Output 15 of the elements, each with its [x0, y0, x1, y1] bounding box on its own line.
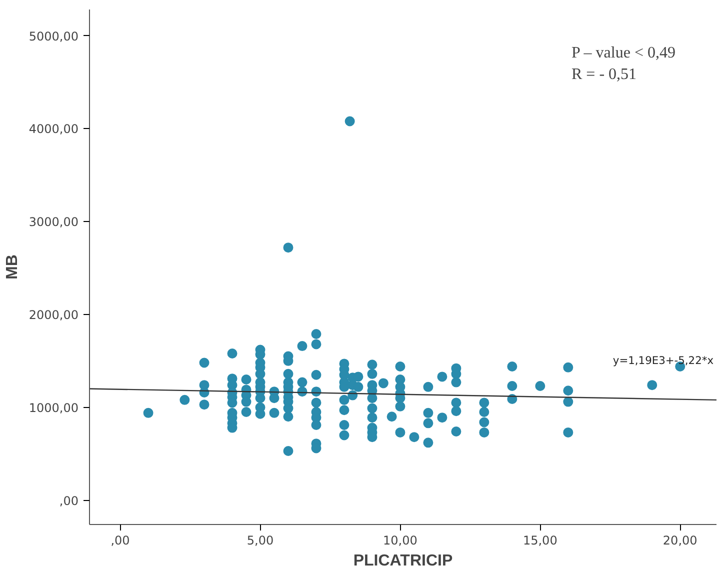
- annotation: P – value < 0,49 R = - 0,51: [572, 44, 676, 83]
- y-axis-title: MB: [4, 254, 21, 280]
- x-tick-label: 10,00: [383, 534, 418, 548]
- x-axis-title: PLICATRICIP: [353, 552, 453, 570]
- x-tick-label: 15,00: [522, 534, 558, 548]
- x-tick-label: 20,00: [662, 534, 698, 548]
- x-tick-label: 5,00: [246, 534, 274, 548]
- y-tick-label: ,00: [59, 494, 79, 508]
- y-tick-label: 2000,00: [28, 308, 78, 322]
- y-tick-label: 4000,00: [28, 122, 78, 136]
- y-tick-label: 3000,00: [28, 215, 78, 230]
- x-tick-label: ,00: [110, 534, 130, 548]
- y-tick-label: 5000,00: [28, 29, 78, 44]
- y-tick-label: 1000,00: [28, 400, 78, 415]
- annotation: y=1,19E3+-5,22*x: [612, 354, 714, 367]
